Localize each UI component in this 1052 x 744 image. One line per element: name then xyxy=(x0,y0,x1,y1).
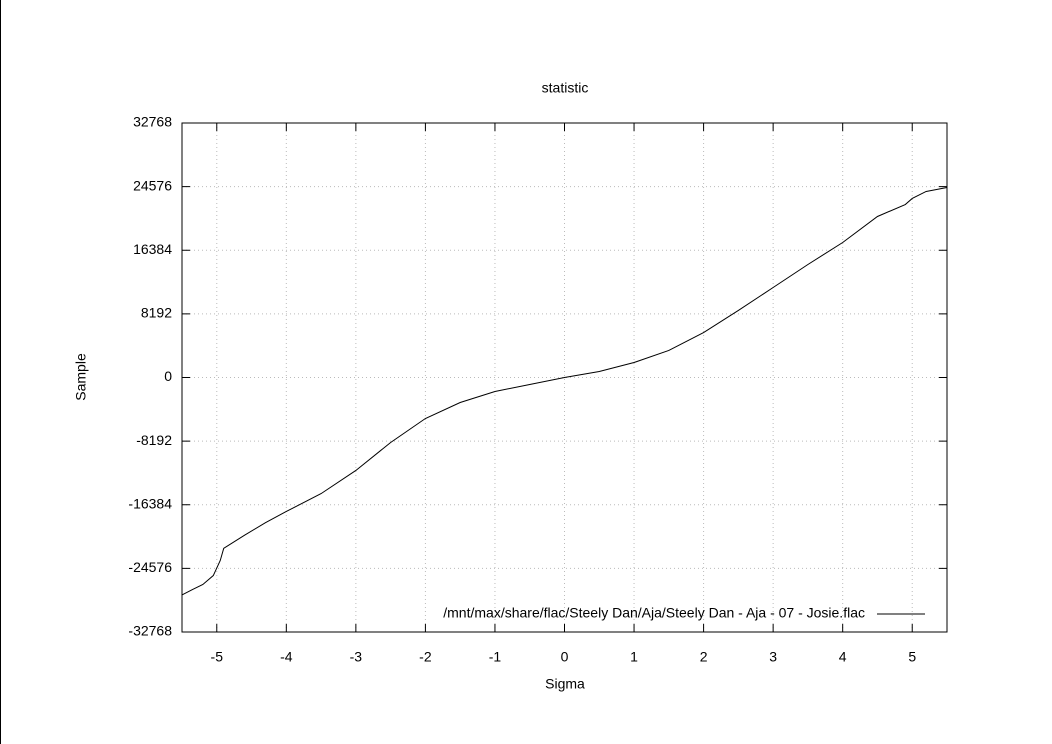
x-tick-label: -5 xyxy=(211,649,224,665)
y-tick-label: -8192 xyxy=(136,432,172,448)
x-tick-label: -3 xyxy=(350,649,363,665)
x-tick-label: 4 xyxy=(839,649,847,665)
y-tick-label: 16384 xyxy=(133,241,172,257)
plot-frame xyxy=(181,122,948,633)
y-tick-label: 24576 xyxy=(133,177,172,193)
y-tick-label: -24576 xyxy=(128,559,172,575)
x-tick-label: -2 xyxy=(419,649,432,665)
legend-label: /mnt/max/share/flac/Steely Dan/Aja/Steel… xyxy=(443,605,865,621)
y-tick-label: 0 xyxy=(164,368,172,384)
chart-title: statistic xyxy=(542,80,589,96)
x-tick-label: 0 xyxy=(561,649,569,665)
data-line xyxy=(181,187,948,596)
x-tick-label: 1 xyxy=(630,649,638,665)
y-tick-label: -16384 xyxy=(128,495,172,511)
x-tick-label: 2 xyxy=(700,649,708,665)
y-axis-label: Sample xyxy=(73,353,89,401)
x-tick-label: -4 xyxy=(280,649,293,665)
x-tick-label: 5 xyxy=(908,649,916,665)
x-tick-label: -1 xyxy=(489,649,502,665)
x-tick-label: 3 xyxy=(769,649,777,665)
y-tick-label: -32768 xyxy=(128,623,172,639)
y-tick-label: 8192 xyxy=(141,305,172,321)
x-axis-label: Sigma xyxy=(545,676,585,692)
y-tick-label: 32768 xyxy=(133,114,172,130)
